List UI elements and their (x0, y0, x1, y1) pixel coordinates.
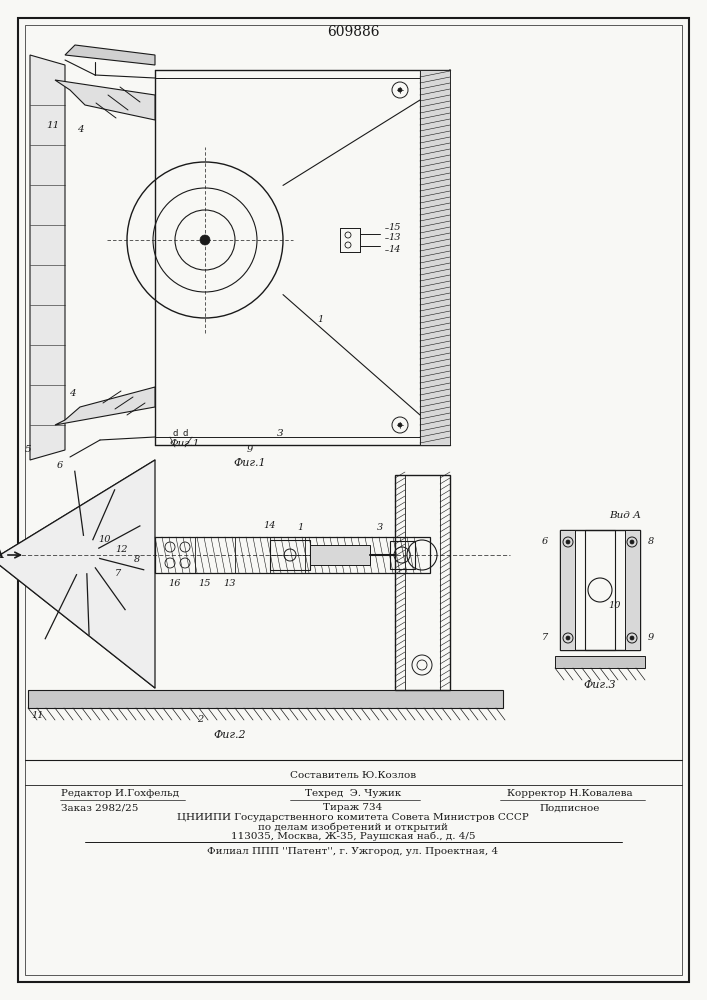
Bar (390, 541, 415, 569)
Bar (560, 530, 640, 650)
Bar (585, 530, 615, 650)
Polygon shape (55, 80, 155, 120)
Text: 1: 1 (317, 316, 323, 324)
Text: 3: 3 (377, 522, 383, 532)
Text: Корректор Н.Ковалева: Корректор Н.Ковалева (507, 790, 633, 798)
Text: 14: 14 (388, 245, 400, 254)
Circle shape (630, 636, 634, 640)
Polygon shape (55, 387, 155, 425)
Text: 15: 15 (199, 578, 211, 587)
Bar (625, 530, 640, 650)
Text: 5: 5 (25, 446, 31, 454)
Bar (395, 475, 450, 690)
Bar (28, 690, 503, 708)
Text: 7: 7 (542, 634, 548, 643)
Bar (270, 540, 310, 570)
Text: Вид А: Вид А (609, 510, 641, 520)
Text: Редактор И.Гохфельд: Редактор И.Гохфельд (61, 790, 179, 798)
Text: 11: 11 (32, 710, 45, 720)
Text: 13: 13 (388, 233, 400, 242)
Text: Фиг.3: Фиг.3 (584, 680, 617, 690)
Circle shape (566, 636, 570, 640)
Bar (155, 537, 430, 573)
Text: 8: 8 (648, 538, 654, 546)
Polygon shape (30, 55, 65, 460)
Text: по делам изобретений и открытий: по делам изобретений и открытий (258, 822, 448, 832)
Text: Фиг.1: Фиг.1 (234, 458, 267, 468)
Text: Тираж 734: Тираж 734 (323, 804, 382, 812)
Circle shape (398, 423, 402, 427)
Text: 4: 4 (76, 125, 83, 134)
Text: Фиг.1: Фиг.1 (170, 438, 200, 448)
Polygon shape (0, 460, 155, 688)
Polygon shape (65, 45, 155, 65)
Bar (560, 530, 575, 650)
Text: 13: 13 (223, 578, 236, 587)
Text: 10: 10 (608, 600, 621, 609)
Text: 9: 9 (247, 446, 253, 454)
Text: Подписное: Подписное (540, 804, 600, 812)
Text: 2: 2 (197, 716, 203, 724)
Text: 10: 10 (99, 536, 111, 544)
Bar (555, 656, 645, 668)
Text: 8: 8 (134, 556, 140, 564)
Text: 11: 11 (47, 120, 59, 129)
Text: 3: 3 (276, 428, 284, 438)
Circle shape (398, 88, 402, 92)
Text: 6: 6 (542, 538, 548, 546)
Text: Заказ 2982/25: Заказ 2982/25 (62, 804, 139, 812)
Text: Техред  Э. Чужик: Техред Э. Чужик (305, 790, 401, 798)
Text: 15: 15 (388, 224, 400, 232)
Text: 1: 1 (297, 522, 303, 532)
Text: 7: 7 (115, 568, 121, 578)
Text: 14: 14 (264, 520, 276, 530)
Bar (420, 70, 450, 445)
Circle shape (566, 540, 570, 544)
Text: A: A (0, 548, 3, 562)
Text: 6: 6 (57, 460, 63, 470)
Text: Составитель Ю.Козлов: Составитель Ю.Козлов (290, 770, 416, 780)
Text: 609886: 609886 (327, 25, 379, 39)
Circle shape (200, 235, 210, 245)
Circle shape (630, 540, 634, 544)
Text: 4: 4 (69, 388, 76, 397)
Text: d: d (182, 428, 187, 438)
Text: d: d (173, 428, 177, 438)
Text: 12: 12 (116, 546, 128, 554)
Text: 16: 16 (169, 578, 181, 587)
Text: Филиал ППП ''Патент'', г. Ужгород, ул. Проектная, 4: Филиал ППП ''Патент'', г. Ужгород, ул. П… (207, 848, 498, 856)
Text: Фиг.2: Фиг.2 (214, 730, 246, 740)
Text: ЦНИИПИ Государственного комитета Совета Министров СССР: ЦНИИПИ Государственного комитета Совета … (177, 814, 529, 822)
Bar (310, 545, 370, 565)
Text: 113035, Москва, Ж-35, Раушская наб., д. 4/5: 113035, Москва, Ж-35, Раушская наб., д. … (230, 831, 475, 841)
Polygon shape (155, 78, 420, 437)
Text: 9: 9 (648, 634, 654, 643)
